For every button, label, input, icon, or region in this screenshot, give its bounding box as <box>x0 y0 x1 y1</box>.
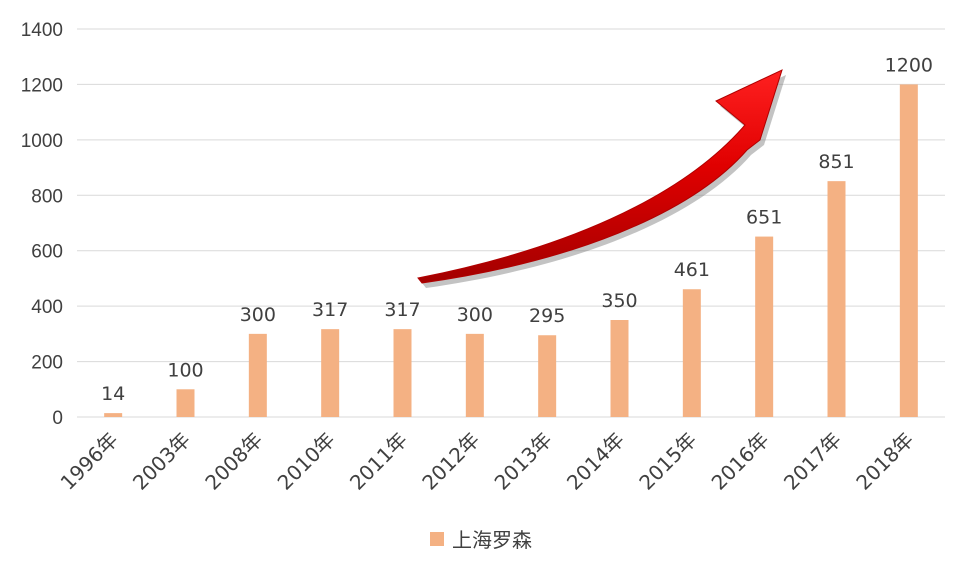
data-label: 14 <box>101 383 125 405</box>
data-label: 651 <box>746 207 782 229</box>
bar <box>827 181 846 417</box>
legend: 上海罗森 <box>430 528 532 552</box>
bar <box>538 335 557 417</box>
bar <box>755 236 774 417</box>
x-tick-label: 2014年 <box>562 428 629 495</box>
bar <box>104 413 123 417</box>
data-label: 317 <box>312 299 348 321</box>
gridlines <box>77 28 945 418</box>
bar <box>610 320 629 417</box>
growth-arrow-body <box>417 69 783 284</box>
bar <box>465 333 484 417</box>
data-label: 851 <box>818 151 854 173</box>
y-tick-label: 1000 <box>21 131 63 152</box>
y-tick-label: 1400 <box>21 20 63 41</box>
bar <box>176 389 195 417</box>
x-tick-label: 2018年 <box>851 428 918 495</box>
data-label: 300 <box>457 304 493 326</box>
data-label: 100 <box>167 359 203 381</box>
data-label: 461 <box>674 259 710 281</box>
bar <box>321 329 340 417</box>
x-tick-label: 2013年 <box>490 428 557 495</box>
bar <box>682 289 701 417</box>
y-axis-ticks: 0 200 400 600 800 1000 1200 1400 <box>21 20 63 429</box>
x-tick-label: 2011年 <box>345 428 412 495</box>
y-tick-label: 800 <box>31 186 63 207</box>
x-tick-label: 2012年 <box>417 428 484 495</box>
x-tick-label: 2010年 <box>273 428 340 495</box>
y-tick-label: 400 <box>31 297 63 318</box>
bar <box>393 329 412 417</box>
bars <box>104 84 918 417</box>
y-tick-label: 1200 <box>21 75 63 96</box>
data-label: 1200 <box>885 54 933 76</box>
data-label: 300 <box>240 304 276 326</box>
data-label: 350 <box>601 290 637 312</box>
legend-swatch <box>430 532 444 546</box>
x-tick-label: 2016年 <box>707 428 774 495</box>
x-tick-label: 2015年 <box>634 428 701 495</box>
x-tick-label: 2017年 <box>779 428 846 495</box>
bar <box>248 333 267 417</box>
data-label: 317 <box>384 299 420 321</box>
data-labels: 14 100 300 317 317 300 295 350 461 651 851 1200 <box>101 54 933 405</box>
x-axis-ticks: 1996年 2003年 2008年 2010年 2011年 2012年 2013年 2014年… <box>56 428 919 495</box>
legend-label: 上海罗森 <box>452 528 532 552</box>
x-tick-label: 1996年 <box>56 428 123 495</box>
growth-arrow <box>417 69 786 288</box>
y-tick-label: 600 <box>31 242 63 263</box>
x-tick-label: 2003年 <box>128 428 195 495</box>
bar <box>899 84 918 417</box>
x-tick-label: 2008年 <box>200 428 267 495</box>
y-tick-label: 0 <box>52 408 63 429</box>
data-label: 295 <box>529 305 565 327</box>
y-tick-label: 200 <box>31 353 63 374</box>
